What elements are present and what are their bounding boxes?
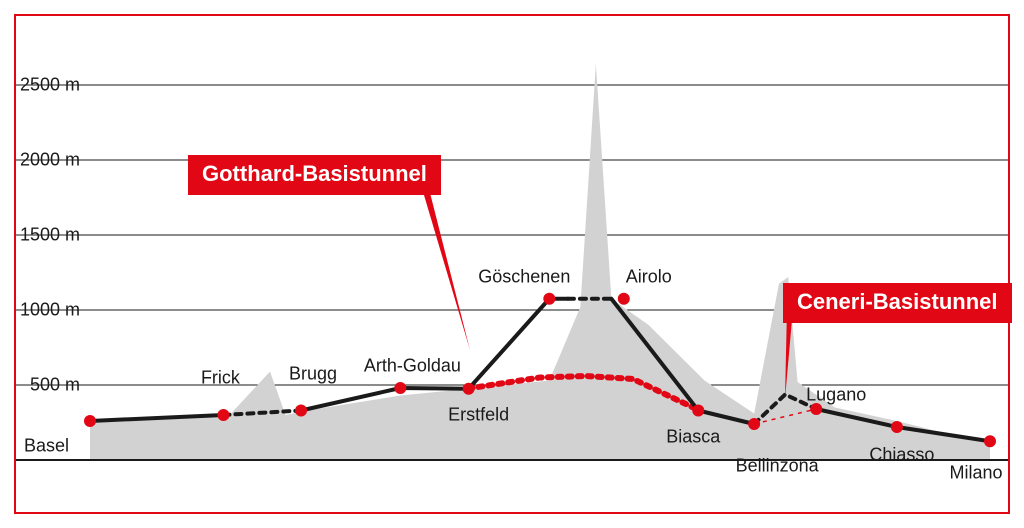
y-tick-label: 1500 m: [0, 225, 80, 246]
station-label-bellinzona: Bellinzona: [736, 456, 819, 477]
gotthard-label-text: Gotthard-Basistunnel: [202, 161, 427, 186]
y-tick-label: 2500 m: [0, 75, 80, 96]
station-label-lugano: Lugano: [806, 385, 866, 406]
station-marker-erstfeld: [463, 383, 475, 395]
ceneri-label-text: Ceneri-Basistunnel: [797, 289, 998, 314]
y-tick-label: 2000 m: [0, 150, 80, 171]
station-marker-basel: [84, 415, 96, 427]
station-marker-biasca: [692, 405, 704, 417]
gotthard-label-box: Gotthard-Basistunnel: [188, 155, 441, 195]
station-marker-chiasso: [891, 421, 903, 433]
station-label-gschenen: Göschenen: [478, 266, 570, 287]
ceneri-label-box: Ceneri-Basistunnel: [783, 283, 1012, 323]
y-tick-label: 500 m: [0, 375, 80, 396]
station-marker-bellinzona: [748, 418, 760, 430]
station-label-airolo: Airolo: [626, 266, 672, 287]
station-marker-frick: [217, 409, 229, 421]
station-label-frick: Frick: [201, 368, 240, 389]
y-tick-label: 1000 m: [0, 300, 80, 321]
station-label-chiasso: Chiasso: [869, 445, 934, 466]
station-marker-airolo: [618, 293, 630, 305]
station-marker-brugg: [295, 405, 307, 417]
station-label-arthgoldau: Arth-Goldau: [364, 356, 461, 377]
station-label-basel: Basel: [24, 436, 69, 457]
station-marker-arthgoldau: [394, 382, 406, 394]
station-marker-gschenen: [543, 293, 555, 305]
station-label-biasca: Biasca: [666, 426, 720, 447]
station-label-erstfeld: Erstfeld: [448, 404, 509, 425]
station-marker-milano: [984, 435, 996, 447]
station-label-milano: Milano: [949, 463, 1002, 484]
station-label-brugg: Brugg: [289, 363, 337, 384]
